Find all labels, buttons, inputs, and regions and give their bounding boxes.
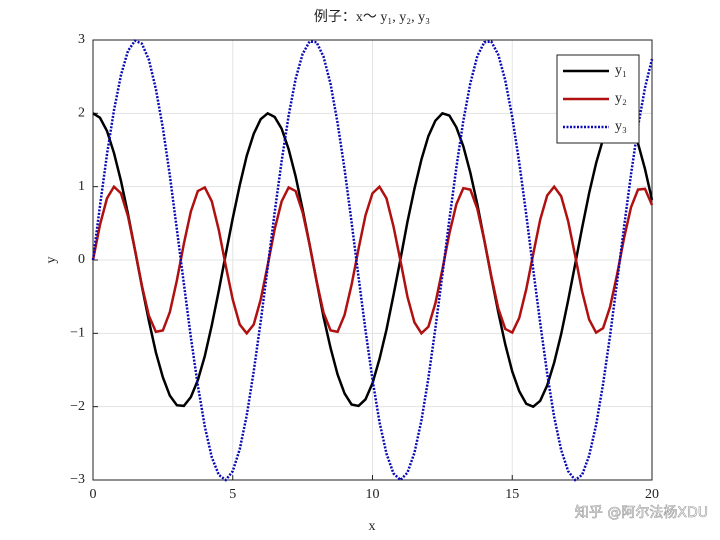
watermark: 知乎 @阿尔法杨XDU xyxy=(575,504,708,521)
series-line xyxy=(91,39,654,482)
y-tick-label: 2 xyxy=(78,106,85,121)
y-tick-label: 0 xyxy=(78,252,85,267)
series-line xyxy=(91,184,654,336)
y-tick-label: 3 xyxy=(78,32,85,47)
x-tick-label: 0 xyxy=(90,487,97,502)
legend-label: y₂ xyxy=(615,91,627,106)
x-axis-label: x xyxy=(369,519,376,534)
chart-title: 例子：x～ y₁, y₂, y₃ xyxy=(314,9,430,25)
legend-label: y₁ xyxy=(615,63,627,78)
x-tick-label: 5 xyxy=(229,487,236,502)
y-axis-label: y xyxy=(44,257,59,264)
x-tick-label: 10 xyxy=(366,487,380,502)
x-tick-label: 15 xyxy=(505,487,519,502)
x-tick-label: 20 xyxy=(645,487,659,502)
y-tick-label: −1 xyxy=(70,326,85,341)
series-line xyxy=(92,111,654,409)
legend-label: y₃ xyxy=(615,119,627,134)
y-tick-label: 1 xyxy=(78,179,85,194)
y-tick-label: −2 xyxy=(70,399,85,414)
y-tick-label: −3 xyxy=(70,472,85,487)
